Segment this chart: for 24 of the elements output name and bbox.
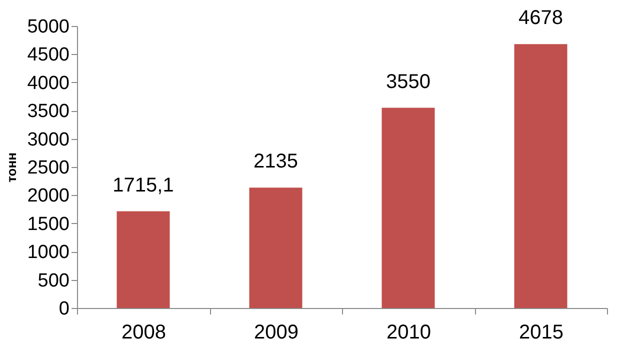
y-tick-label: 1500 — [27, 214, 70, 235]
data-label: 1715,1 — [112, 174, 174, 196]
x-tick-label: 2009 — [254, 322, 298, 344]
x-tick-label: 2008 — [122, 322, 166, 344]
x-tick-label: 2010 — [386, 322, 431, 344]
y-axis-title: тонн — [4, 152, 20, 182]
y-tick-label: 0 — [58, 298, 70, 320]
data-label: 4678 — [518, 7, 563, 30]
y-tick-label: 3500 — [27, 101, 70, 122]
y-tick-label: 2500 — [27, 158, 70, 178]
bar — [514, 44, 568, 308]
x-tick-label: 2015 — [519, 322, 564, 344]
y-tick-label: 4500 — [27, 44, 70, 66]
bar — [116, 211, 170, 308]
data-label: 2135 — [254, 150, 298, 173]
y-tick-label: 3000 — [27, 129, 70, 150]
bar — [249, 188, 302, 308]
y-tick-label: 4000 — [27, 72, 70, 94]
y-tick-label: 2000 — [27, 186, 70, 207]
y-tick-label: 5000 — [27, 16, 70, 38]
y-tick-label: 500 — [38, 270, 70, 292]
data-label: 3550 — [386, 70, 430, 93]
bar — [382, 108, 435, 308]
y-tick-label: 1000 — [27, 242, 70, 264]
